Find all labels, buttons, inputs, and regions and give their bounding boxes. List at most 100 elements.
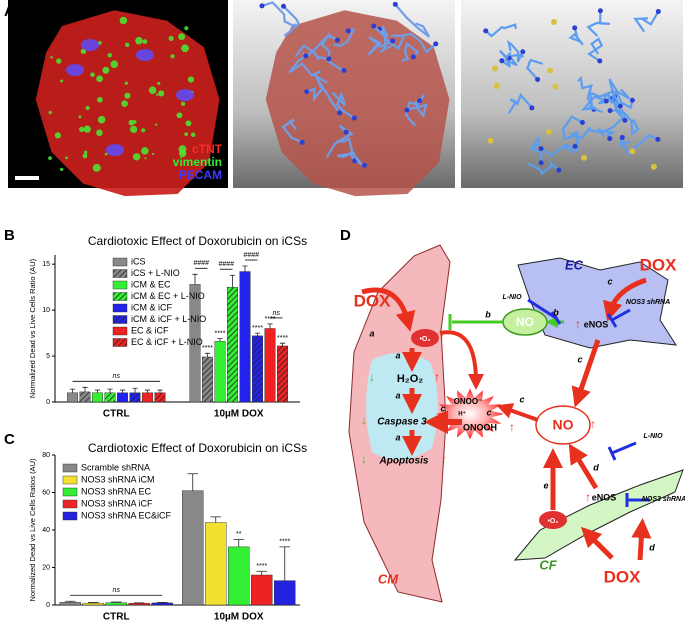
vimentin-spot bbox=[60, 79, 64, 83]
vessel-branch bbox=[378, 25, 405, 50]
diagram-label: d bbox=[593, 462, 599, 472]
vimentin-spot bbox=[50, 56, 53, 59]
vimentin-spot bbox=[65, 156, 68, 160]
vessel-node bbox=[337, 110, 343, 116]
diagram-label: ↑ bbox=[575, 317, 581, 331]
bar bbox=[105, 602, 127, 606]
x-tick-label: 10µM DOX bbox=[214, 612, 264, 623]
error-bar bbox=[229, 274, 236, 288]
vimentin-spot bbox=[124, 81, 128, 85]
vimentin-spot bbox=[48, 156, 52, 160]
vessel-branch bbox=[282, 5, 301, 37]
diagram-label: Caspase 3 bbox=[377, 417, 427, 428]
legend-label: NOS3 shRNA EC bbox=[81, 486, 152, 496]
bar bbox=[129, 392, 141, 403]
diagram-label: NO bbox=[516, 315, 534, 329]
arrow bbox=[361, 287, 416, 332]
diagram-label: H₂O₂ bbox=[397, 373, 423, 385]
bar bbox=[151, 602, 173, 606]
error-bar bbox=[144, 389, 151, 393]
legend-swatch bbox=[62, 499, 78, 509]
vessel-node bbox=[617, 103, 623, 109]
significance-label: ns bbox=[113, 373, 121, 380]
significance-label: ns bbox=[113, 587, 121, 594]
vimentin-spot bbox=[144, 157, 147, 160]
significance-label: **** bbox=[202, 345, 213, 352]
bar bbox=[205, 522, 227, 606]
legend-label: iCS + L-NIO bbox=[131, 268, 180, 278]
significance-label: **** bbox=[279, 539, 290, 546]
vessel-node bbox=[417, 98, 423, 104]
diagram-label: CM bbox=[378, 571, 399, 586]
vimentin-spot bbox=[155, 123, 158, 126]
vessel-branch bbox=[525, 58, 543, 81]
vimentin-spot bbox=[190, 132, 196, 137]
significance-label: #### bbox=[193, 260, 209, 267]
significance-label: ns bbox=[273, 310, 281, 317]
diagram-label: d bbox=[649, 542, 655, 552]
vimentin-spot bbox=[104, 152, 108, 156]
vessel-node bbox=[299, 139, 305, 145]
vessel-branch bbox=[633, 10, 660, 32]
x-tick-label: 10µM DOX bbox=[214, 409, 264, 420]
vessel-node bbox=[334, 37, 340, 43]
arrow bbox=[631, 518, 652, 561]
inhibition bbox=[527, 298, 562, 325]
legend-label: EC & iCF + L-NIO bbox=[131, 337, 203, 347]
diagram-label: H⁺ bbox=[458, 411, 466, 418]
diagram-label: ↓ bbox=[361, 413, 367, 427]
legend-label: NOS3 shRNA iCM bbox=[81, 474, 155, 484]
vimentin-spot bbox=[48, 110, 52, 115]
sphere bbox=[581, 154, 588, 161]
vessel-branch bbox=[607, 87, 634, 110]
x-tick-label: CTRL bbox=[103, 612, 130, 623]
legend-swatch bbox=[112, 326, 128, 336]
diagram-label: NOS3 shRNA bbox=[642, 496, 685, 503]
legend-swatch bbox=[62, 487, 78, 497]
vessel-node bbox=[303, 53, 309, 59]
diagram-label: c bbox=[519, 394, 524, 404]
vimentin-spot bbox=[181, 44, 189, 53]
vessel-node bbox=[281, 3, 287, 9]
diagram-label: ↑ bbox=[585, 490, 591, 504]
error-bar bbox=[210, 516, 221, 523]
bar bbox=[142, 392, 153, 403]
no-node bbox=[535, 405, 591, 445]
panel-label: D bbox=[340, 227, 351, 244]
vimentin-spot bbox=[84, 150, 88, 155]
error-bar bbox=[256, 570, 267, 575]
y-tick-label: 10 bbox=[42, 307, 50, 314]
diagram-label: ONOOH bbox=[463, 422, 497, 432]
error-bar bbox=[233, 538, 244, 547]
diagram-label: ↑ bbox=[590, 417, 596, 431]
legend-label: cTNT bbox=[192, 142, 223, 156]
vimentin-spot bbox=[78, 126, 85, 133]
vimentin-spot bbox=[82, 153, 88, 159]
vessel-node bbox=[351, 115, 357, 121]
vimentin-spot bbox=[141, 128, 146, 133]
bar bbox=[214, 341, 226, 403]
vimentin-spot bbox=[135, 36, 143, 45]
diagram-label: a bbox=[369, 328, 374, 338]
vessel-node bbox=[607, 108, 613, 114]
significance-label: ** bbox=[236, 531, 242, 538]
scale-bar bbox=[15, 176, 39, 180]
bar bbox=[182, 490, 204, 606]
vessel-branch bbox=[588, 90, 622, 108]
legend-swatch bbox=[112, 315, 128, 324]
vimentin-spot bbox=[97, 40, 102, 45]
vessel-branch bbox=[577, 75, 595, 111]
error-bar bbox=[267, 323, 273, 329]
vessel-node bbox=[535, 77, 541, 83]
vessel-branch bbox=[390, 32, 437, 54]
vimentin-spot bbox=[184, 132, 188, 136]
panel-label: C bbox=[4, 431, 15, 448]
vessel-branch bbox=[568, 26, 584, 46]
arrow bbox=[439, 330, 484, 390]
vessel-branch bbox=[589, 109, 628, 134]
significance-label: #### bbox=[218, 261, 234, 268]
error-bar bbox=[279, 342, 286, 346]
arrow bbox=[496, 403, 539, 422]
legend-swatch bbox=[62, 463, 78, 473]
arrow bbox=[580, 526, 614, 560]
